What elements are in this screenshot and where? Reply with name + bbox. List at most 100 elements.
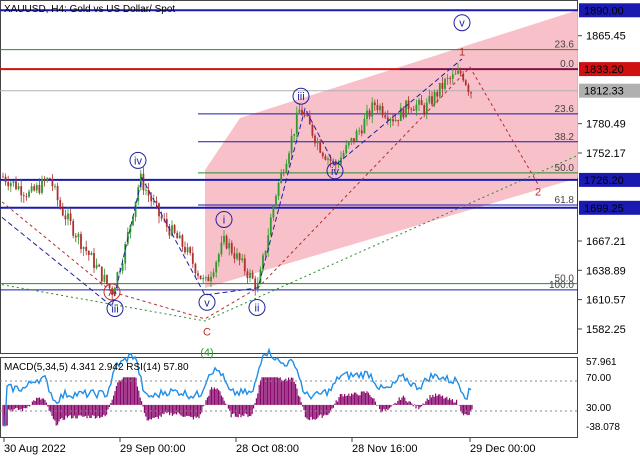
candle-body	[462, 73, 465, 81]
candle-body	[230, 243, 233, 254]
candle-body	[67, 213, 69, 220]
candle-body	[428, 96, 431, 103]
candle-body	[280, 172, 283, 183]
wave-label: A	[108, 287, 116, 299]
candle-body	[160, 216, 163, 219]
candle-body	[324, 156, 327, 160]
candle-body	[288, 153, 290, 164]
wave-label: iv	[134, 155, 142, 167]
candle-body	[275, 195, 277, 206]
candle-body	[444, 78, 446, 89]
candle-body	[457, 70, 459, 74]
candle-body	[106, 274, 108, 284]
candle-body	[308, 115, 311, 125]
candle-body	[69, 213, 72, 222]
horizontal-levels: 1890.00 1833.20 1812.33 1726.20 1699.25 23.6 0…	[0, 3, 640, 291]
candle-body	[210, 276, 212, 282]
candle-body	[243, 258, 246, 272]
candle-body	[342, 153, 345, 158]
candle-body	[285, 163, 288, 173]
fibo-level-label: 100.0	[549, 280, 574, 291]
y-tick-label: 1667.21	[586, 236, 626, 248]
candle-body	[51, 178, 54, 187]
candle-body	[449, 78, 452, 80]
candle-body	[103, 274, 106, 282]
candle-body	[98, 264, 101, 267]
candle-body	[28, 191, 30, 197]
candle-body	[418, 100, 420, 105]
candle-body	[306, 115, 309, 117]
x-tick-label: 28 Oct 08:00	[236, 443, 299, 455]
candle-body	[347, 142, 350, 146]
candle-body	[298, 109, 301, 113]
candle-body	[238, 253, 241, 261]
rsi-line-path	[3, 347, 472, 427]
wave-label: 1	[459, 47, 465, 59]
candle-body	[139, 173, 142, 188]
candle-body	[82, 246, 85, 249]
candle-body	[319, 141, 322, 153]
x-tick-label: 29 Sep 00:00	[120, 443, 185, 455]
candle-body	[199, 275, 202, 280]
candle-body	[340, 157, 342, 165]
macd-histogram	[2, 377, 473, 426]
wave-label: C	[203, 326, 211, 338]
candle-body	[423, 105, 426, 114]
candle-body	[111, 288, 114, 296]
candle-body	[311, 124, 314, 136]
candle-body	[420, 100, 423, 106]
candle-body	[215, 262, 218, 273]
candle-body	[207, 277, 210, 282]
candle-body	[145, 189, 147, 191]
candle-body	[446, 78, 449, 80]
candle-body	[191, 253, 194, 264]
candle-body	[321, 152, 324, 157]
candle-body	[441, 82, 444, 89]
candle-body	[379, 106, 381, 111]
candle-body	[389, 119, 392, 121]
candle-body	[155, 201, 158, 204]
candle-body	[249, 272, 251, 279]
candle-body	[72, 221, 75, 236]
candle-body	[189, 247, 192, 254]
candle-body	[2, 176, 4, 178]
candle-body	[186, 247, 189, 253]
wave-label: iii	[111, 304, 118, 316]
fibo-level-label: 38.2	[555, 132, 575, 143]
candle-body	[384, 115, 387, 118]
candle-body	[61, 208, 64, 216]
candle-body	[277, 182, 280, 196]
candle-body	[121, 263, 124, 271]
x-tick-label: 29 Dec 00:00	[470, 443, 535, 455]
candle-body	[314, 135, 316, 144]
candle-body	[451, 74, 454, 79]
candle-body	[181, 235, 184, 247]
candle-body	[168, 226, 171, 236]
candle-body	[329, 158, 332, 161]
rsi-line: 57.961 70.00 30.00 -38.078	[0, 347, 620, 433]
candle-body	[241, 258, 244, 261]
candle-body	[407, 100, 410, 109]
candle-body	[433, 91, 436, 105]
candle-body	[301, 109, 303, 116]
candle-body	[264, 250, 267, 256]
candle-body	[366, 110, 368, 119]
candle-body	[64, 215, 67, 220]
price-level-tag	[579, 3, 640, 18]
fibo-level-label: 0.0	[560, 59, 574, 70]
x-tick-label: 30 Aug 2022	[4, 443, 66, 455]
candle-body	[236, 253, 238, 259]
candle-body	[35, 185, 38, 191]
candle-body	[4, 176, 7, 183]
candle-body	[368, 110, 371, 117]
candle-body	[267, 235, 270, 251]
candle-body	[262, 255, 264, 270]
candle-body	[350, 138, 353, 143]
wave-label-circle	[215, 210, 233, 228]
price-level-tag	[579, 83, 640, 98]
candle-body	[246, 271, 249, 279]
indicator-tick-label: 70.00	[586, 373, 611, 384]
candle-body	[402, 107, 405, 118]
